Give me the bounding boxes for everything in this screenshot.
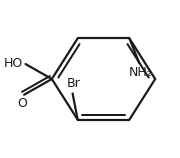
Text: NH₂: NH₂	[128, 67, 152, 79]
Text: O: O	[17, 97, 27, 110]
Text: HO: HO	[4, 57, 23, 70]
Text: Br: Br	[67, 77, 80, 90]
